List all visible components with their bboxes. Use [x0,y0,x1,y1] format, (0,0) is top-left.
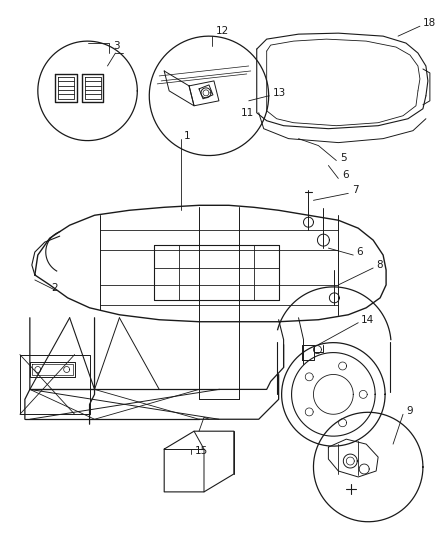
Text: 6: 6 [356,247,363,257]
Text: 6: 6 [343,171,349,181]
Text: 18: 18 [423,18,436,28]
Text: 12: 12 [216,26,229,36]
Text: 5: 5 [340,152,347,163]
Text: 13: 13 [273,88,286,98]
Text: 1: 1 [184,131,191,141]
Text: 7: 7 [352,185,359,196]
Text: 15: 15 [195,446,208,456]
Text: 11: 11 [241,108,254,118]
Text: 14: 14 [361,315,374,325]
Text: 2: 2 [52,283,58,293]
Text: 8: 8 [376,260,383,270]
Text: 3: 3 [113,41,120,51]
Text: 9: 9 [406,406,413,416]
